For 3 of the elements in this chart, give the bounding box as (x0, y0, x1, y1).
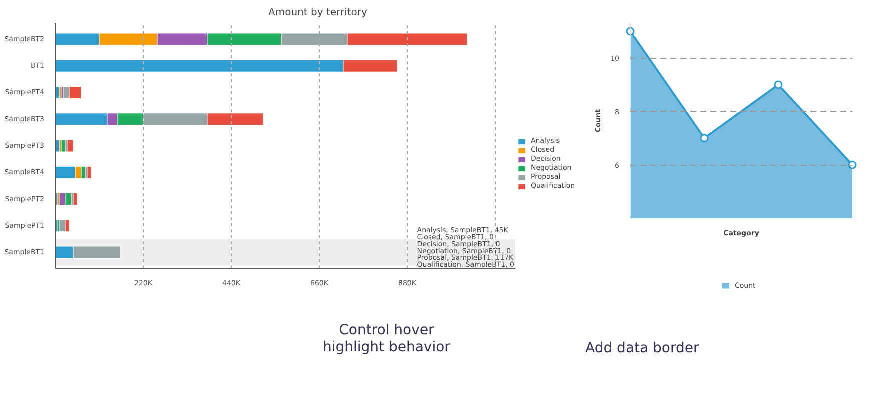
text: Add data border (586, 340, 700, 356)
text: Control hover highlight behavior (322, 322, 451, 356)
chart-title: Amount by territory (268, 8, 368, 18)
